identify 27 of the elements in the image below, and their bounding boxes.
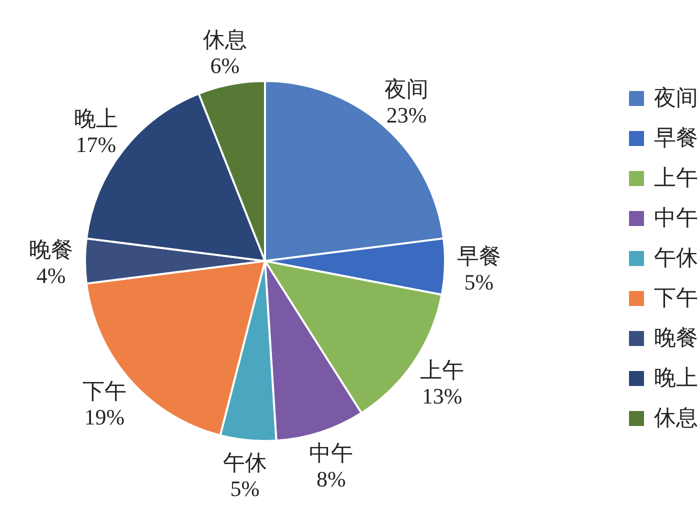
legend-label: 下午: [654, 284, 698, 312]
slice-label: 晚上: [74, 106, 118, 131]
legend-label: 中午: [654, 204, 698, 232]
data-label: 23%: [386, 102, 427, 128]
slice-label: 下午: [82, 378, 126, 404]
slice-label: 休息: [202, 26, 247, 52]
data-label: 4%: [36, 263, 66, 288]
data-label: 13%: [422, 383, 462, 408]
legend-label: 夜间: [654, 84, 698, 112]
slice-label: 夜间: [384, 76, 429, 102]
data-label: 19%: [84, 404, 125, 430]
legend-label: 晚上: [654, 364, 698, 392]
legend-label: 休息: [654, 404, 698, 432]
slice-label: 早餐: [456, 244, 501, 269]
data-label: 8%: [316, 466, 346, 492]
legend-label: 早餐: [654, 124, 698, 152]
slice-label: 上午: [420, 357, 464, 382]
data-label: 6%: [210, 52, 240, 78]
data-label: 5%: [464, 270, 494, 295]
legend-label: 上午: [654, 164, 698, 192]
data-label: 17%: [76, 132, 116, 157]
slice-label: 中午: [309, 440, 354, 466]
legend-label: 午休: [654, 244, 698, 272]
slice-label: 午休: [222, 450, 267, 476]
slice-label: 晚餐: [29, 237, 73, 262]
data-label: 5%: [230, 476, 260, 502]
legend-label: 晚餐: [654, 324, 698, 352]
